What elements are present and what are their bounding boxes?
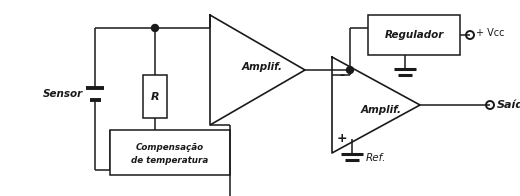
Text: Regulador: Regulador: [384, 30, 444, 40]
Text: Ref.: Ref.: [366, 153, 386, 163]
Text: Compensação: Compensação: [136, 143, 204, 152]
Bar: [110, 130, 230, 175]
Bar: [368, 15, 460, 55]
Circle shape: [151, 24, 159, 32]
Circle shape: [346, 66, 354, 74]
Bar: [143, 75, 167, 118]
Text: Saída: Saída: [497, 100, 520, 110]
Text: Amplif.: Amplif.: [242, 62, 283, 72]
Text: +: +: [336, 132, 347, 145]
Text: Sensor: Sensor: [43, 89, 83, 99]
Text: de temperatura: de temperatura: [132, 156, 209, 165]
Text: -: -: [340, 68, 345, 82]
Text: + Vcc: + Vcc: [476, 28, 504, 38]
Text: Amplif.: Amplif.: [360, 105, 401, 115]
Text: R: R: [151, 92, 159, 102]
